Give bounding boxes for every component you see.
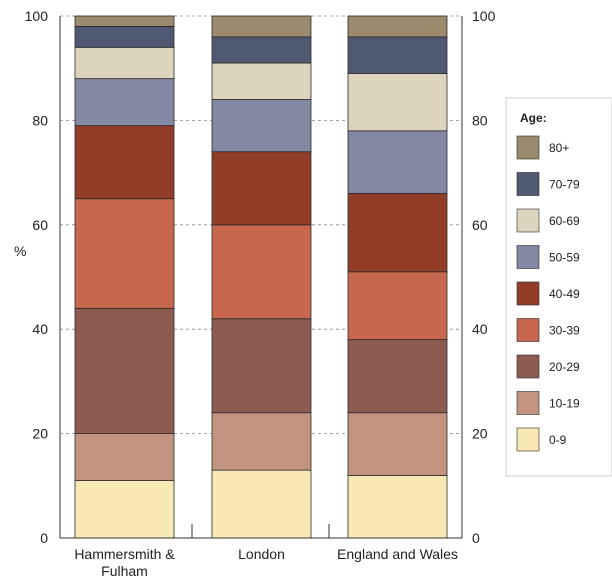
legend-label-80+: 80+ xyxy=(549,141,569,155)
bar-segment-30-39 xyxy=(74,198,175,309)
legend-swatch-60-69 xyxy=(516,208,540,233)
y-tick-label-left: 80 xyxy=(32,112,48,128)
bar-segment-10-19 xyxy=(74,433,175,481)
y-tick-label-left: 20 xyxy=(32,426,48,442)
y-tick-label-right: 20 xyxy=(472,426,488,442)
category-label: England and Wales xyxy=(337,546,458,562)
legend-label-40-49: 40-49 xyxy=(549,287,580,301)
category-label: London xyxy=(238,546,285,562)
bar-segment-20-29 xyxy=(74,307,175,435)
y-tick-label-right: 0 xyxy=(472,530,480,546)
legend-swatch-30-39 xyxy=(516,318,540,342)
legend-swatch-40-49 xyxy=(516,281,540,306)
legend-swatch-80+ xyxy=(516,135,540,160)
bar-segment-40-49 xyxy=(74,125,175,200)
bar-segment-70-79 xyxy=(74,26,175,48)
legend-swatch-10-19 xyxy=(516,391,540,415)
legend-swatch-20-29 xyxy=(516,354,540,379)
legend-label-20-29: 20-29 xyxy=(549,360,580,374)
bar-segment-80+ xyxy=(211,15,312,38)
bar-segment-10-19 xyxy=(211,412,312,471)
bar-segment-50-59 xyxy=(74,78,175,127)
legend: Age: 80+ 70-79 60-69 50-59 40-49 30-39 20-29 10… xyxy=(505,97,612,477)
bar-segment-30-39 xyxy=(211,224,312,320)
legend-label-30-39: 30-39 xyxy=(549,324,580,338)
legend-label-60-69: 60-69 xyxy=(549,214,580,228)
bar-segment-30-39 xyxy=(347,271,448,341)
category-label: Hammersmith & Fulham xyxy=(74,546,175,579)
legend-label-10-19: 10-19 xyxy=(549,397,580,411)
bar-segment-20-29 xyxy=(211,318,312,414)
bar-segment-10-19 xyxy=(347,412,448,476)
y-tick-label-left: 0 xyxy=(40,530,48,546)
bar-segment-20-29 xyxy=(347,339,448,414)
y-tick-label-left: 100 xyxy=(25,8,49,24)
bars xyxy=(74,15,448,539)
y-tick-label-right: 100 xyxy=(472,8,496,24)
y-tick-label-right: 80 xyxy=(472,112,488,128)
legend-title: Age: xyxy=(520,111,547,125)
y-axis-label: % xyxy=(14,243,26,259)
bar-segment-80+ xyxy=(74,15,175,27)
category-labels: Hammersmith & Fulham London England and Wal… xyxy=(74,546,458,579)
legend-label-0-9: 0-9 xyxy=(549,433,567,447)
y-tick-label-left: 60 xyxy=(32,217,48,233)
legend-label-70-79: 70-79 xyxy=(549,178,580,192)
y-tick-label-left: 40 xyxy=(32,321,48,337)
legend-items: 80+ 70-79 60-69 50-59 40-49 30-39 20-29 10-19 0-… xyxy=(516,135,580,452)
legend-swatch-0-9 xyxy=(516,427,540,452)
bar-segment-0-9 xyxy=(347,474,448,539)
legend-label-50-59: 50-59 xyxy=(549,251,580,265)
bar-segment-70-79 xyxy=(211,36,312,64)
bar-segment-80+ xyxy=(347,15,448,38)
bar-segment-60-69 xyxy=(74,46,175,80)
legend-swatch-50-59 xyxy=(516,245,540,269)
bar-segment-60-69 xyxy=(347,73,448,132)
tick-labels: 0 0 20 20 40 40 60 60 80 80 100 100 xyxy=(25,8,496,546)
y-tick-label-right: 60 xyxy=(472,217,488,233)
y-tick-label-right: 40 xyxy=(472,321,488,337)
legend-swatch-70-79 xyxy=(516,172,540,196)
bar-segment-70-79 xyxy=(347,36,448,74)
axes xyxy=(59,16,463,539)
bar-segment-40-49 xyxy=(347,193,448,273)
bar-segment-40-49 xyxy=(211,151,312,226)
bar-segment-50-59 xyxy=(347,130,448,194)
bar-segment-0-9 xyxy=(211,469,312,539)
bar-segment-50-59 xyxy=(211,99,312,153)
bar-segment-60-69 xyxy=(211,62,312,100)
bar-segment-0-9 xyxy=(74,480,175,539)
